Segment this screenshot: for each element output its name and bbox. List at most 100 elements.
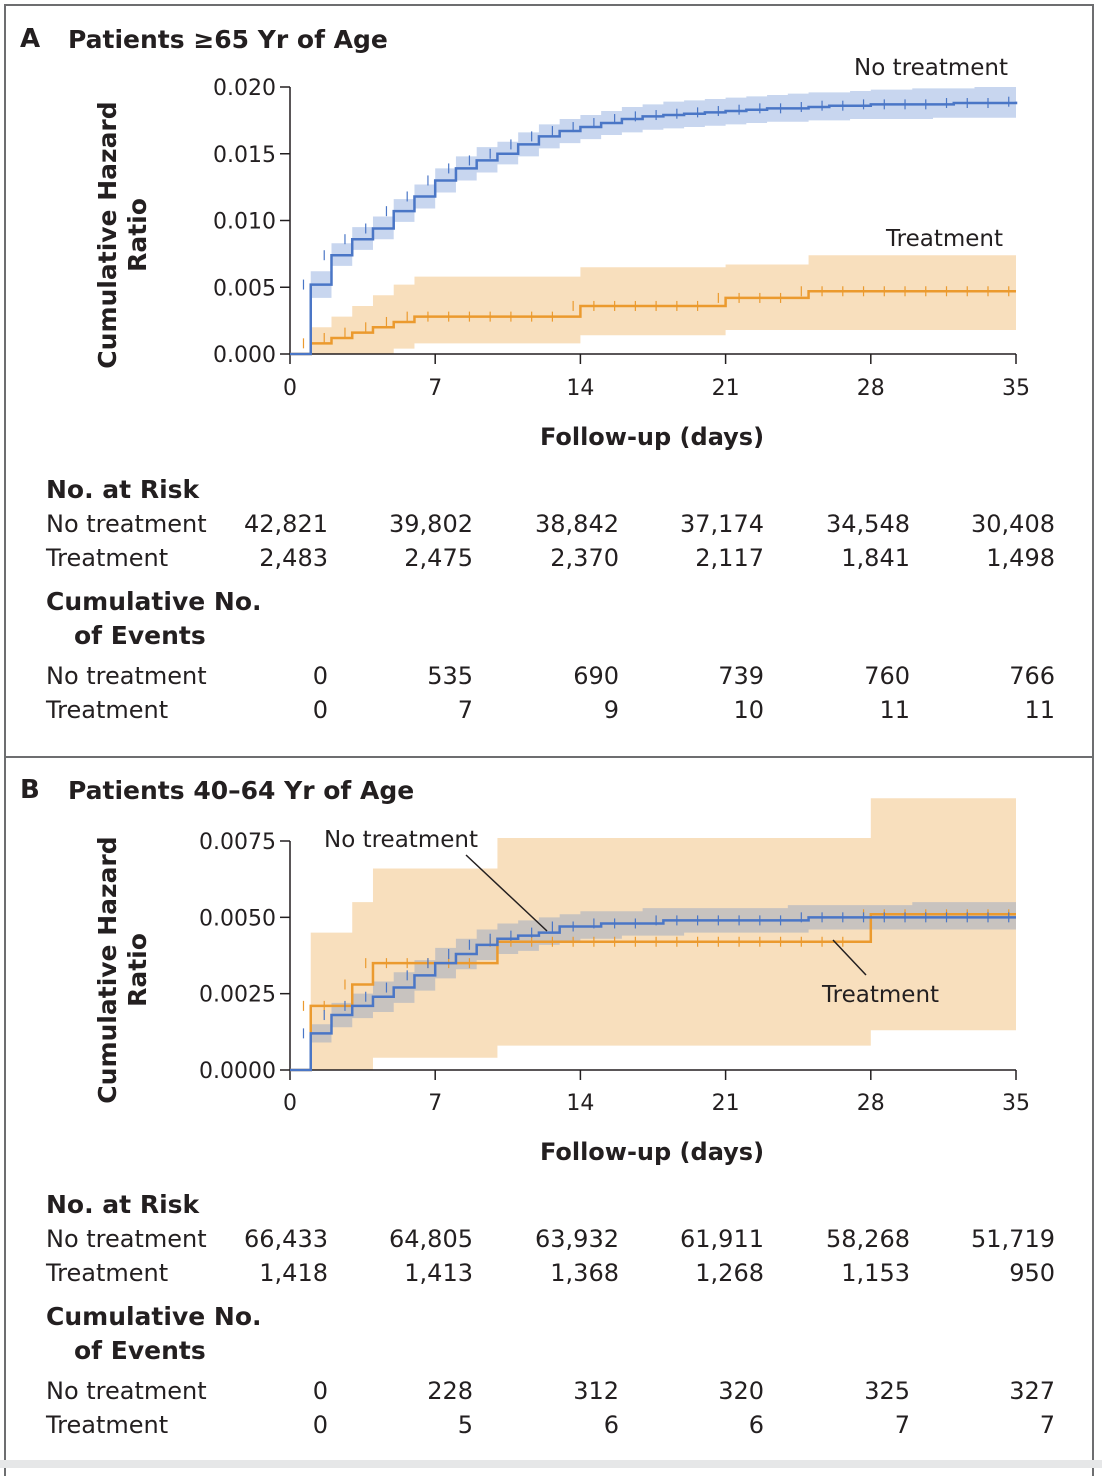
panel-b-risk-no-treatment-cell: 64,805 [389,1225,473,1253]
panel-a-y-tick-label: 0.005 [213,276,276,301]
panel-b-events-treatment-cell: 7 [894,1411,910,1439]
panel-b-leader-no-treatment [465,854,548,932]
panel-b-events-label-no-treatment: No treatment [46,1377,207,1405]
panel-a-treatment-ci-band [290,255,1016,354]
panel-b-risk-no-treatment-cell: 63,932 [535,1225,619,1253]
panel-a-y-tick-label: 0.020 [213,76,276,101]
panel-b-y-tick-label: 0.0075 [199,830,276,855]
panel-a-events-no-treatment-cell: 760 [864,662,910,690]
panel-b-events-heading-line2: of Events [74,1336,206,1365]
panel-b-events-no-treatment-cell: 320 [718,1377,764,1405]
panel-b-events-treatment-cell: 6 [603,1411,619,1439]
panel-a-events-no-treatment-cell: 690 [573,662,619,690]
panel-b-risk-treatment-cell: 1,153 [841,1259,910,1287]
panel-b-x-axis-label: Follow-up (days) [540,1138,764,1166]
panel-a-events-treatment-cell: 11 [879,696,910,724]
panel-a-events-treatment-cell: 11 [1024,696,1055,724]
panel-a-no-treatment-ci-band [290,87,1016,354]
panel-b-events-no-treatment-cell: 0 [312,1377,328,1405]
panel-a-risk-label-no-treatment: No treatment [46,510,207,538]
panel-a-x-tick-label: 14 [566,376,594,401]
panel-b-risk-label-no-treatment: No treatment [46,1225,207,1253]
panel-b-events-no-treatment-cell: 327 [1009,1377,1055,1405]
panel-b-events-treatment-cell: 7 [1039,1411,1055,1439]
panel-a-events-no-treatment-cell: 739 [718,662,764,690]
panel-b-risk-label-treatment: Treatment [46,1259,169,1287]
panel-a-risk-no-treatment-cell: 42,821 [244,510,328,538]
panel-a-risk-treatment-cell: 2,483 [259,544,328,572]
panel-a-events-label-treatment: Treatment [46,696,169,724]
panel-a-risk-heading: No. at Risk [46,475,200,504]
panel-b-risk-treatment-cell: 1,413 [404,1259,473,1287]
panel-a-no-treatment-line [290,101,1018,356]
panel-a-y-tick-label: 0.000 [213,343,276,368]
panel-b-risk-no-treatment-cell: 61,911 [680,1225,764,1253]
panel-a-risk-no-treatment-cell: 34,548 [826,510,910,538]
panel-b-risk-treatment-cell: 1,418 [259,1259,328,1287]
panel-a-risk-treatment-cell: 2,475 [404,544,473,572]
panel-b-treatment-line [290,913,1016,1072]
page-bottom-edge [0,1460,1102,1468]
panel-b-leader-treatment [832,939,867,976]
panel-a-events-treatment-cell: 0 [312,696,328,724]
panel-a-risk-treatment-cell: 2,370 [550,544,619,572]
panel-b-y-tick-label: 0.0050 [199,906,276,931]
panel-a-risk-no-treatment-cell: 30,408 [971,510,1055,538]
panel-a-risk-no-treatment-cell: 39,802 [389,510,473,538]
panel-b-events-heading-line1: Cumulative No. [46,1302,262,1331]
panel-a-events-treatment-cell: 10 [733,696,764,724]
panel-a-letter: A [20,24,41,54]
panel-b-risk-no-treatment-cell: 58,268 [826,1225,910,1253]
panel-a-events-no-treatment-cell: 0 [312,662,328,690]
panel-a-x-tick-label: 28 [857,376,885,401]
panel-b-letter: B [20,775,40,805]
panel-b-label-treatment: Treatment [821,982,939,1008]
panel-b-title: Patients 40–64 Yr of Age [68,776,415,805]
panel-a-events-no-treatment-cell: 535 [427,662,473,690]
panel-a-y-tick-label: 0.010 [213,210,276,235]
panel-a-plot: 0.000 0.005 0.010 0.015 0.020 0 7 14 21 28 35 [213,76,1030,401]
panel-b-x-tick-label: 21 [712,1091,740,1116]
panel-b-plot: 0.0000 0.0025 0.0050 0.0075 0 7 14 21 28 35 [199,798,1030,1116]
panel-a-title: Patients ≥65 Yr of Age [68,25,388,54]
panel-a-events-label-no-treatment: No treatment [46,662,207,690]
panel-b-no-treatment-ci-band [290,902,1016,1070]
panel-a-events-heading: Cumulative No. of Events [46,585,262,653]
panel-b-no-treatment-line [290,916,1016,1072]
panel-a-events-no-treatment-cell: 766 [1009,662,1055,690]
panel-a-x-tick-label: 0 [283,376,297,401]
panel-b-risk-no-treatment-cell: 51,719 [971,1225,1055,1253]
panel-a-x-tick-label: 21 [712,376,740,401]
panel-b-x-tick-label: 28 [857,1091,885,1116]
panel-b-y-tick-label: 0.0000 [199,1059,276,1084]
panel-b-x-tick-label: 35 [1002,1091,1030,1116]
panel-a-events-heading-line1: Cumulative No. [46,587,262,616]
panel-b-x-tick-label: 14 [566,1091,594,1116]
panel-b-events-heading: Cumulative No. of Events [46,1300,262,1368]
panel-a-label-no-treatment: No treatment [854,55,1008,81]
panel-b-risk-treatment-cell: 1,268 [695,1259,764,1287]
panel-a-x-tick-label: 7 [428,376,442,401]
panel-a-risk-treatment-cell: 1,841 [841,544,910,572]
panel-b-events-treatment-cell: 0 [312,1411,328,1439]
panel-a-events-treatment-cell: 7 [457,696,473,724]
panel-a-risk-treatment-cell: 2,117 [695,544,764,572]
panel-b-events-no-treatment-cell: 228 [427,1377,473,1405]
panel-b-events-no-treatment-cell: 312 [573,1377,619,1405]
panel-b-events-label-treatment: Treatment [46,1411,169,1439]
panel-b-y-tick-label: 0.0025 [199,983,276,1008]
panel-a-risk-label-treatment: Treatment [46,544,169,572]
panel-b-events-treatment-cell: 6 [748,1411,764,1439]
panel-b-risk-treatment-cell: 1,368 [550,1259,619,1287]
panel-a-events-treatment-cell: 9 [603,696,619,724]
panel-b-x-tick-label: 7 [428,1091,442,1116]
panel-a-x-axis-label: Follow-up (days) [540,423,764,451]
panel-a-risk-no-treatment-cell: 38,842 [535,510,619,538]
panel-b-risk-treatment-cell: 950 [1009,1259,1055,1287]
panel-a-treatment-line [290,290,1016,356]
panel-b-events-treatment-cell: 5 [457,1411,473,1439]
panel-a-label-treatment: Treatment [885,226,1003,252]
panel-b-risk-heading: No. at Risk [46,1190,200,1219]
panel-a-events-heading-line2: of Events [74,621,206,650]
